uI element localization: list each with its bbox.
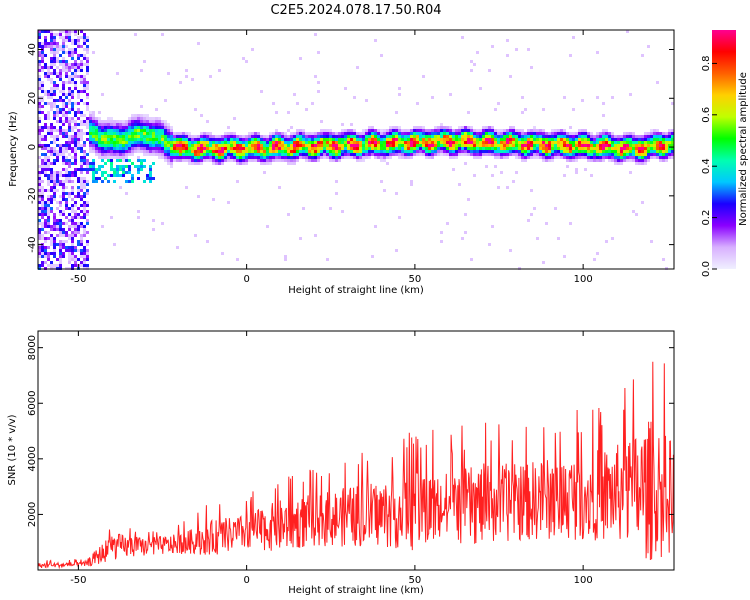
snr-x-tick-label: 100 (574, 575, 593, 586)
colorbar-label: Normalized spectral amplitude (738, 72, 749, 226)
spectrogram-x-tick-label: 100 (574, 274, 593, 285)
snr-series-line (37, 361, 674, 570)
snr-y-tick-label: 2000 (27, 502, 38, 527)
snr-x-tick-label: 50 (409, 575, 422, 586)
colorbar-ticks: 0.0 0.2 0.4 0.6 0.8 (701, 55, 717, 277)
spectrogram-ticks: -50 0 50 100 -40 -20 0 20 40 (27, 30, 674, 285)
colorbar-tick-label: 0.8 (701, 55, 712, 71)
spectrogram-y-tick-label: 20 (27, 92, 38, 105)
spectrogram-x-tick-label: -50 (70, 274, 86, 285)
snr-x-axis-label: Height of straight line (km) (288, 585, 424, 596)
spectrogram-x-tick-label: 50 (409, 274, 422, 285)
heatmap-cells (38, 30, 674, 270)
snr-y-axis-label: SNR (10 * v/v) (7, 414, 18, 485)
spectrogram-y-tick-label: 40 (27, 43, 38, 56)
colorbar-tick-label: 0.0 (701, 261, 712, 277)
snr-y-tick-label: 4000 (27, 446, 38, 471)
spectrogram-y-tick-label: 0 (27, 144, 38, 150)
spectrogram-x-axis-label: Height of straight line (km) (288, 285, 424, 296)
spectrogram-y-axis-label: Frequency (Hz) (8, 111, 19, 187)
snr-ticks: -50 0 50 100 2000 4000 6000 8000 (27, 331, 674, 586)
snr-y-tick-label: 6000 (27, 391, 38, 416)
snr-panel: -50 0 50 100 2000 4000 6000 8000 Height of stra… (7, 330, 675, 596)
snr-frame (37, 330, 675, 571)
colorbar-tick-label: 0.2 (701, 210, 712, 226)
spectrogram-y-tick-label: -40 (27, 236, 38, 252)
snr-y-tick-label: 8000 (27, 335, 38, 360)
colorbar-tick-label: 0.6 (701, 107, 712, 123)
spectrogram-panel: -50 0 50 100 -40 -20 0 20 40 Height of straight … (8, 29, 675, 296)
colorbar: 0.0 0.2 0.4 0.6 0.8 Normalized spectral ampl… (701, 30, 749, 277)
colorbar-bar (712, 30, 736, 269)
colorbar-tick-label: 0.4 (701, 158, 712, 174)
snr-x-tick-label: 0 (243, 575, 249, 586)
snr-x-tick-label: -50 (70, 575, 86, 586)
figure-title: C2E5.2024.078.17.50.R04 (270, 3, 441, 18)
spectrogram-frame (37, 29, 675, 270)
spectrogram-x-tick-label: 0 (243, 274, 249, 285)
spectrogram-y-tick-label: -20 (27, 188, 38, 204)
